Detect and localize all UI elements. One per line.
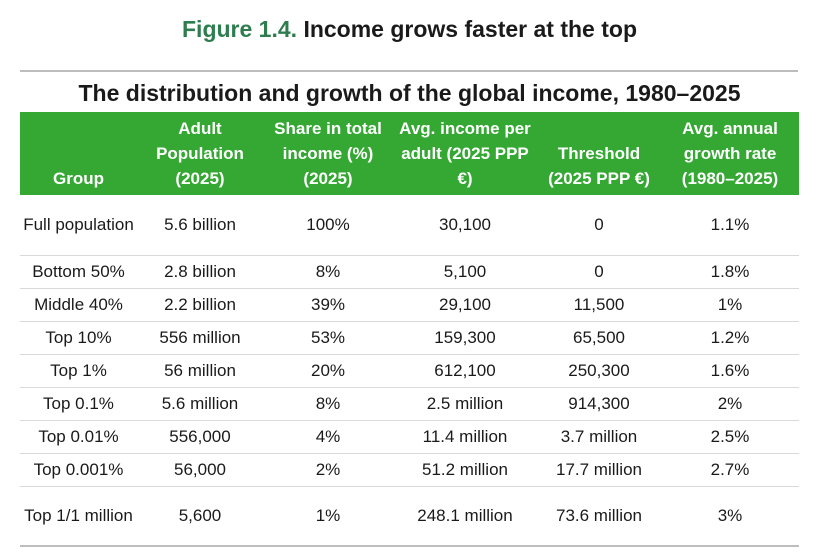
cell-threshold: 73.6 million [537,486,661,547]
cell-growth-rate: 1.6% [661,354,799,388]
table-title: The distribution and growth of the globa… [78,80,741,106]
cell-adult-population: 56 million [137,354,263,388]
cell-share-income: 8% [263,387,393,421]
cell-growth-rate: 1.2% [661,321,799,355]
cell-adult-population: 556 million [137,321,263,355]
cell-growth-rate: 1.8% [661,255,799,289]
cell-avg-income: 51.2 million [393,453,537,487]
cell-group: Middle 40% [20,288,137,322]
cell-adult-population: 5,600 [137,486,263,547]
cell-avg-income: 248.1 million [393,486,537,547]
table-row: Top 10% 556 million 53% 159,300 65,500 1… [20,321,799,355]
cell-avg-income: 29,100 [393,288,537,322]
table-header: Group Adult Population (2025) Share in t… [20,112,799,195]
table-body: Full population 5.6 billion 100% 30,100 … [20,195,799,547]
cell-share-income: 8% [263,255,393,289]
cell-adult-population: 556,000 [137,420,263,454]
cell-share-income: 2% [263,453,393,487]
cell-group: Bottom 50% [20,255,137,289]
cell-adult-population: 5.6 million [137,387,263,421]
cell-group: Top 0.001% [20,453,137,487]
header-row: Group Adult Population (2025) Share in t… [20,112,799,195]
cell-growth-rate: 1% [661,288,799,322]
cell-growth-rate: 3% [661,486,799,547]
header-share-income: Share in total income (%) (2025) [263,112,393,195]
cell-share-income: 4% [263,420,393,454]
cell-group: Full population [20,195,137,256]
cell-threshold: 11,500 [537,288,661,322]
cell-threshold: 250,300 [537,354,661,388]
cell-avg-income: 5,100 [393,255,537,289]
header-growth-rate: Avg. annual growth rate (1980–2025) [661,112,799,195]
income-distribution-table: Group Adult Population (2025) Share in t… [20,112,799,547]
cell-adult-population: 2.2 billion [137,288,263,322]
cell-avg-income: 11.4 million [393,420,537,454]
cell-share-income: 20% [263,354,393,388]
cell-avg-income: 30,100 [393,195,537,256]
cell-share-income: 1% [263,486,393,547]
cell-share-income: 39% [263,288,393,322]
cell-threshold: 914,300 [537,387,661,421]
header-threshold: Threshold (2025 PPP €) [537,112,661,195]
cell-group: Top 0.1% [20,387,137,421]
cell-adult-population: 5.6 billion [137,195,263,256]
figure-label: Figure 1.4. [182,16,298,42]
cell-growth-rate: 1.1% [661,195,799,256]
cell-threshold: 3.7 million [537,420,661,454]
table-row: Top 1/1 million 5,600 1% 248.1 million 7… [20,486,799,547]
table-row: Middle 40% 2.2 billion 39% 29,100 11,500… [20,288,799,322]
cell-share-income: 100% [263,195,393,256]
cell-threshold: 0 [537,195,661,256]
cell-group: Top 0.01% [20,420,137,454]
header-adult-population: Adult Population (2025) [137,112,263,195]
cell-threshold: 17.7 million [537,453,661,487]
top-divider [20,70,798,72]
cell-avg-income: 159,300 [393,321,537,355]
figure-caption: Income grows faster at the top [303,16,637,42]
table-row: Top 0.01% 556,000 4% 11.4 million 3.7 mi… [20,420,799,454]
table-row: Full population 5.6 billion 100% 30,100 … [20,195,799,256]
cell-growth-rate: 2% [661,387,799,421]
cell-share-income: 53% [263,321,393,355]
table-row: Bottom 50% 2.8 billion 8% 5,100 0 1.8% [20,255,799,289]
cell-avg-income: 2.5 million [393,387,537,421]
table-row: Top 1% 56 million 20% 612,100 250,300 1.… [20,354,799,388]
cell-threshold: 65,500 [537,321,661,355]
header-group: Group [20,112,137,195]
table-row: Top 0.001% 56,000 2% 51.2 million 17.7 m… [20,453,799,487]
cell-adult-population: 56,000 [137,453,263,487]
cell-group: Top 10% [20,321,137,355]
cell-avg-income: 612,100 [393,354,537,388]
cell-growth-rate: 2.5% [661,420,799,454]
figure-title: Figure 1.4. Income grows faster at the t… [0,14,819,44]
cell-adult-population: 2.8 billion [137,255,263,289]
cell-group: Top 1/1 million [20,486,137,547]
header-avg-income: Avg. income per adult (2025 PPP €) [393,112,537,195]
cell-threshold: 0 [537,255,661,289]
table-row: Top 0.1% 5.6 million 8% 2.5 million 914,… [20,387,799,421]
cell-growth-rate: 2.7% [661,453,799,487]
cell-group: Top 1% [20,354,137,388]
